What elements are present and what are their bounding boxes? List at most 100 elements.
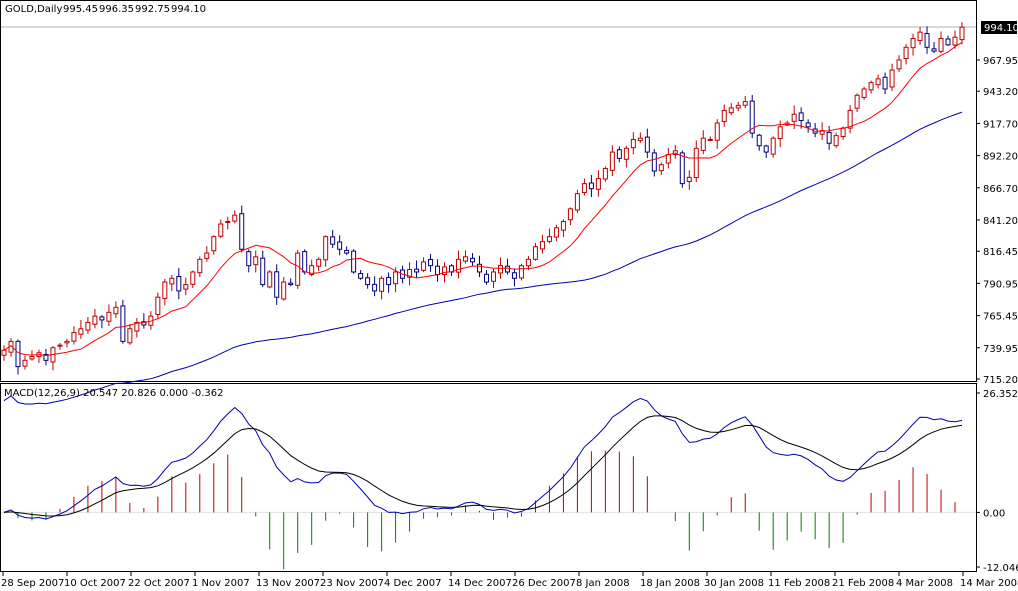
candle: [113, 301, 119, 318]
candle: [225, 216, 231, 230]
candle: [218, 219, 224, 239]
candle: [204, 246, 210, 262]
last-price-label: 994.10: [984, 23, 1018, 34]
candle: [518, 263, 524, 281]
candle: [854, 93, 860, 113]
time-tick: 28 Sep 2007: [1, 572, 64, 589]
candle: [456, 250, 462, 279]
candle: [651, 149, 657, 177]
price-tick: 892.20: [976, 152, 1018, 163]
candle: [281, 277, 287, 301]
candle: [539, 234, 545, 254]
time-tick: 1 Nov 2007: [192, 572, 250, 589]
candle: [693, 140, 699, 183]
price-tick: 967.95: [976, 56, 1018, 67]
price-tick: 866.70: [976, 184, 1018, 195]
svg-text:967.95: 967.95: [983, 56, 1018, 67]
candle: [938, 31, 944, 54]
time-tick: 4 Mar 2008: [896, 572, 953, 589]
candle: [428, 254, 434, 272]
candle: [637, 132, 643, 143]
time-tick: 30 Jan 2008: [704, 572, 764, 589]
candle: [777, 120, 783, 148]
candle: [197, 256, 203, 277]
svg-text:715.20: 715.20: [983, 375, 1018, 386]
price-tick: 943.20: [976, 87, 1018, 98]
candle: [323, 235, 329, 267]
time-tick: 26 Dec 2007: [512, 572, 576, 589]
candle: [742, 96, 748, 109]
candle: [120, 299, 126, 344]
svg-text:14 Mar 2008: 14 Mar 2008: [960, 578, 1018, 589]
candle: [728, 103, 734, 116]
candle: [106, 304, 112, 327]
candle: [183, 277, 189, 296]
price-axis: 967.95 943.20 917.70 892.20 866.70 841.20 816.…: [976, 56, 1018, 386]
candle: [924, 26, 930, 54]
candle: [155, 292, 161, 320]
candle: [78, 320, 84, 339]
candle: [330, 230, 336, 249]
candle: [658, 162, 664, 175]
svg-text:18 Jan 2008: 18 Jan 2008: [640, 578, 700, 589]
macd-panel-frame: [0, 383, 977, 572]
candle: [393, 267, 399, 293]
svg-text:30 Jan 2008: 30 Jan 2008: [704, 578, 764, 589]
candle: [274, 264, 280, 305]
candle: [756, 133, 762, 151]
candle: [910, 33, 916, 56]
svg-text:892.20: 892.20: [983, 152, 1018, 163]
candle: [679, 150, 685, 188]
candle: [337, 235, 343, 256]
ma-slow-line: [3, 111, 963, 405]
candle: [358, 269, 364, 280]
svg-text:0.00: 0.00: [983, 508, 1005, 519]
candle: [169, 274, 175, 291]
candle: [546, 228, 552, 244]
svg-text:10 Oct 2007: 10 Oct 2007: [64, 578, 126, 589]
candle: [553, 224, 559, 242]
candle: [714, 119, 720, 149]
candle: [952, 30, 958, 49]
candle: [826, 125, 832, 150]
candle: [372, 276, 378, 297]
price-tick: 841.20: [976, 216, 1018, 227]
candle: [882, 72, 888, 95]
time-tick: 21 Feb 2008: [832, 572, 894, 589]
candle: [365, 273, 371, 289]
candle: [798, 107, 804, 129]
main-plot: [1, 22, 976, 405]
candle: [344, 246, 350, 255]
svg-text:943.20: 943.20: [983, 87, 1018, 98]
candle: [190, 270, 196, 289]
candle: [232, 210, 238, 224]
candle: [379, 276, 385, 300]
svg-text:14 Dec 2007: 14 Dec 2007: [448, 578, 512, 589]
price-tick: 790.95: [976, 279, 1018, 290]
time-tick: 22 Oct 2007: [128, 572, 190, 589]
candle: [602, 166, 608, 182]
macd-signal-line: [3, 415, 963, 517]
candle: [421, 257, 427, 273]
ohlc-close: 994.10: [171, 4, 206, 15]
candle: [805, 119, 811, 133]
candle: [64, 338, 70, 348]
candle: [588, 175, 594, 198]
candle: [763, 144, 769, 159]
candle: [504, 258, 510, 275]
candle: [43, 348, 49, 366]
candle: [127, 324, 133, 345]
main-panel-frame: [0, 0, 977, 382]
candle: [386, 272, 392, 293]
svg-text:866.70: 866.70: [983, 184, 1018, 195]
candle: [532, 242, 538, 261]
candle: [253, 250, 259, 273]
candle: [931, 42, 937, 54]
candle: [71, 326, 77, 345]
candle: [1, 345, 7, 361]
candle: [574, 189, 580, 214]
candle: [567, 207, 573, 226]
svg-text:-12.046: -12.046: [983, 563, 1018, 574]
candle: [609, 145, 615, 177]
candle: [525, 256, 531, 271]
